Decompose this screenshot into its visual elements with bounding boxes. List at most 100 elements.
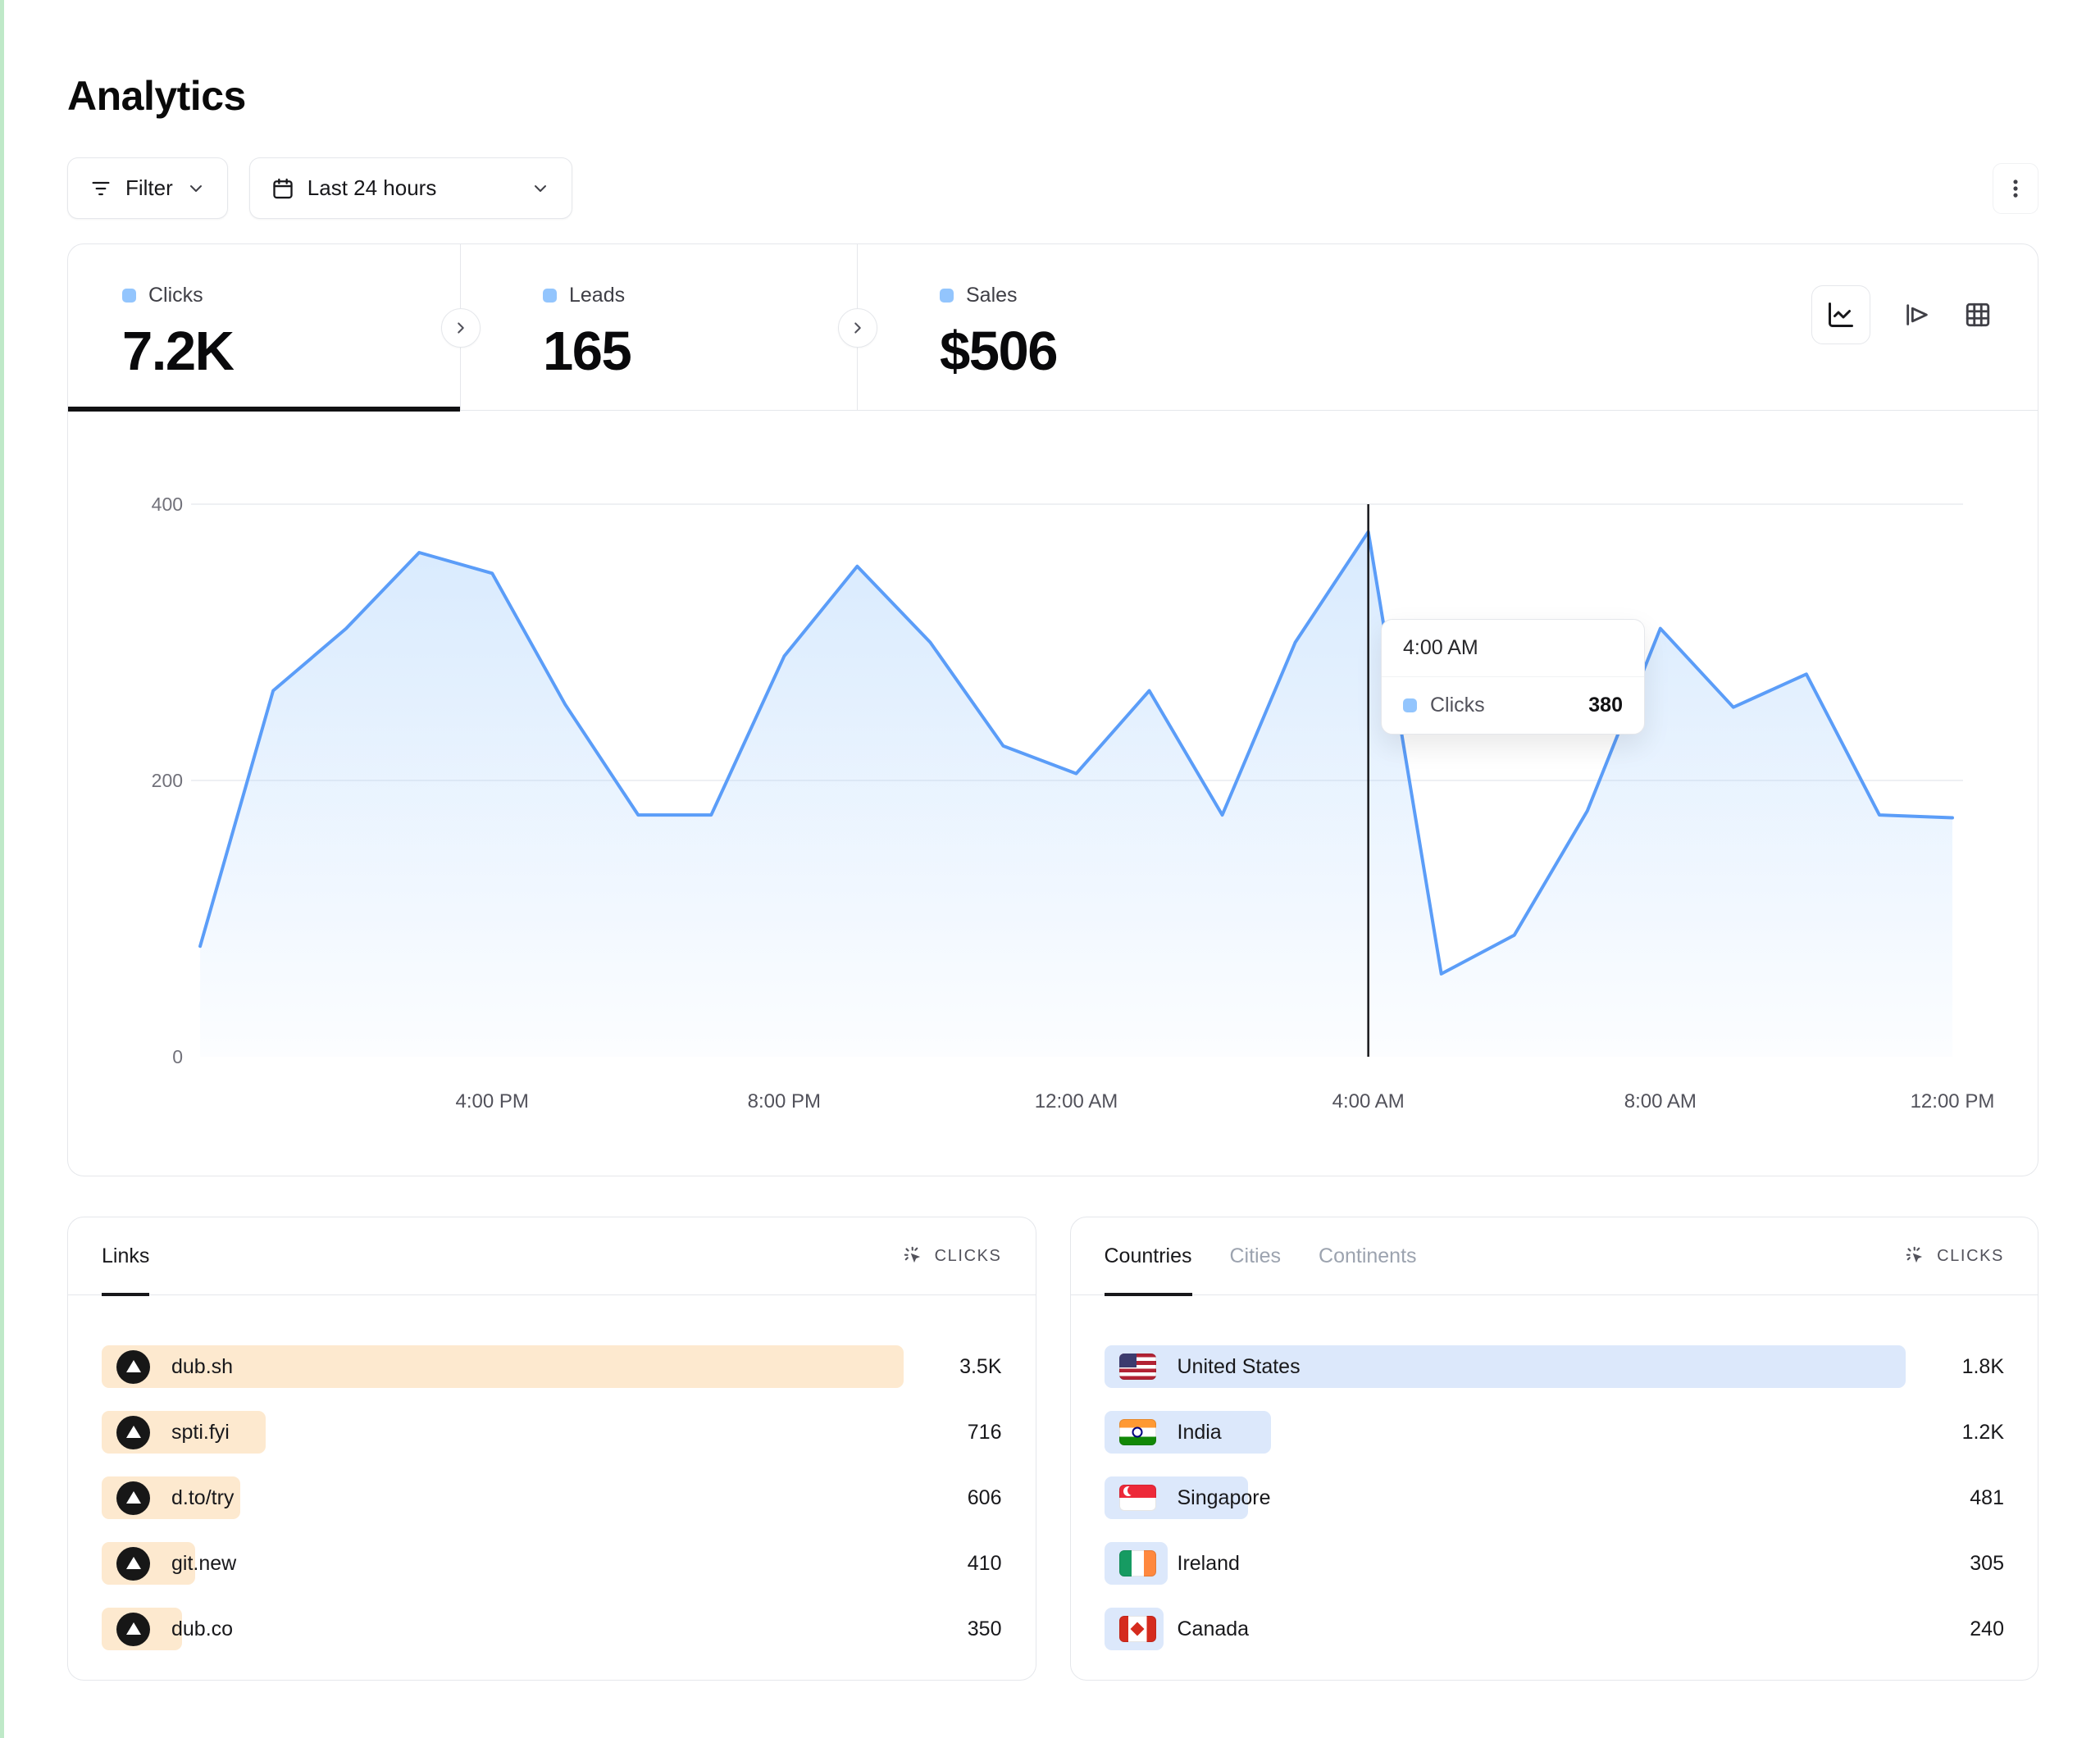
tab-leads[interactable]: Leads 165 [461, 244, 858, 410]
table-view-button[interactable] [1964, 301, 1992, 329]
link-label: git.new [171, 1551, 237, 1575]
dub-logo-icon [116, 1349, 150, 1384]
dub-logo-icon [116, 1481, 150, 1515]
area-chart-svg[interactable]: 0 200 400 4:00 PM 8:00 PM 12:00 AM 4:00 AM 8:00… [68, 411, 2038, 1172]
left-edge-accent [0, 0, 4, 1738]
leads-tab-value: 165 [543, 321, 632, 382]
chart-view-toggles [1811, 285, 1992, 344]
svg-text:400: 400 [152, 494, 183, 515]
tooltip-series-label: Clicks [1430, 694, 1485, 717]
funnel-view-button[interactable] [1903, 301, 1931, 329]
clicks-legend-swatch [122, 289, 136, 303]
leads-legend-swatch [543, 289, 557, 303]
countries-panel: Countries Cities Continents CLICKS United … [1069, 1217, 2039, 1681]
link-row[interactable]: d.to/try 606 [102, 1476, 1002, 1519]
country-clicks-value: 1.2K [1961, 1420, 2004, 1444]
more-options-button[interactable] [1993, 162, 2039, 214]
link-label: dub.co [171, 1617, 234, 1640]
sales-tab-label: Sales [966, 284, 1018, 307]
dub-logo-icon [116, 1612, 150, 1646]
country-bar [1104, 1345, 1906, 1388]
country-clicks-value: 240 [1970, 1617, 2004, 1640]
country-row[interactable]: Canada 240 [1104, 1608, 2004, 1650]
filter-button[interactable]: Filter [67, 157, 228, 219]
country-row[interactable]: Singapore 481 [1104, 1476, 2004, 1519]
tab-continents[interactable]: Continents [1319, 1244, 1417, 1267]
dub-logo-icon [116, 1415, 150, 1449]
analytics-page: Analytics Filter Last 24 hours Clicks [0, 0, 2100, 1681]
countries-metric-label: CLICKS [1937, 1246, 2004, 1265]
analytics-card: Clicks 7.2K Leads 165 Sales $506 [67, 243, 2039, 1176]
tab-cities[interactable]: Cities [1229, 1244, 1282, 1267]
funnel-icon [1906, 304, 1928, 325]
date-range-button[interactable]: Last 24 hours [248, 157, 572, 219]
country-label: United States [1177, 1354, 1301, 1378]
bar-zone: United States [1104, 1345, 1906, 1388]
cursor-click-icon [1906, 1246, 1923, 1263]
tab-links[interactable]: Links [102, 1217, 150, 1296]
link-clicks-value: 606 [967, 1485, 1002, 1509]
calendar-icon [273, 178, 293, 198]
metric-chevron-button[interactable] [838, 308, 877, 348]
metric-chevron-button[interactable] [441, 308, 481, 348]
chevron-down-icon [189, 184, 202, 192]
chevron-right-icon [854, 322, 861, 334]
sg-flag-icon [1118, 1485, 1156, 1511]
country-label: Ireland [1177, 1551, 1240, 1575]
svg-text:0: 0 [172, 1046, 183, 1067]
clicks-tab-label: Clicks [148, 284, 203, 307]
countries-list: United States 1.8K India 1.2K Singapore 481 Ir… [1071, 1295, 2039, 1650]
breakdown-panels: Links CLICKS dub.sh 3.5K spti.fyi 716 d.to/t… [67, 1217, 2039, 1681]
svg-text:8:00 AM: 8:00 AM [1624, 1090, 1697, 1112]
tooltip-series-value: 380 [1588, 694, 1623, 717]
bar-zone: git.new [102, 1542, 904, 1585]
clicks-area-chart[interactable]: 0 200 400 4:00 PM 8:00 PM 12:00 AM 4:00 AM 8:00… [68, 411, 2038, 1172]
links-metric-header: CLICKS [903, 1245, 1002, 1267]
link-row[interactable]: spti.fyi 716 [102, 1411, 1002, 1454]
link-row[interactable]: dub.sh 3.5K [102, 1345, 1002, 1388]
bar-zone: d.to/try [102, 1476, 904, 1519]
link-clicks-value: 350 [967, 1617, 1002, 1640]
chart-line-icon [1829, 303, 1853, 327]
svg-text:200: 200 [152, 770, 183, 791]
link-row[interactable]: dub.co 350 [102, 1608, 1002, 1650]
bar-zone: spti.fyi [102, 1411, 904, 1454]
kebab-vertical-icon [2013, 179, 2018, 198]
leads-tab-label: Leads [569, 284, 626, 307]
grid-icon [1966, 303, 1990, 327]
us-flag-icon [1118, 1354, 1156, 1380]
tab-clicks[interactable]: Clicks 7.2K [68, 244, 461, 412]
sales-tab-value: $506 [940, 321, 1059, 382]
bar-zone: dub.co [102, 1608, 904, 1650]
country-row[interactable]: United States 1.8K [1104, 1345, 2004, 1388]
country-label: Canada [1177, 1617, 1250, 1640]
svg-text:4:00 PM: 4:00 PM [456, 1090, 529, 1112]
dub-logo-icon [116, 1546, 150, 1581]
link-label: spti.fyi [171, 1420, 230, 1444]
chevron-right-icon [458, 322, 464, 334]
country-label: Singapore [1177, 1485, 1271, 1509]
line-chart-view-button[interactable] [1811, 285, 1870, 344]
bar-zone: India [1104, 1411, 1906, 1454]
country-row[interactable]: Ireland 305 [1104, 1542, 2004, 1585]
tab-countries[interactable]: Countries [1104, 1217, 1192, 1296]
country-clicks-value: 305 [1970, 1551, 2004, 1575]
svg-text:12:00 AM: 12:00 AM [1035, 1090, 1118, 1112]
filter-button-label: Filter [125, 175, 173, 200]
svg-text:12:00 PM: 12:00 PM [1911, 1090, 1995, 1112]
link-label: dub.sh [171, 1354, 234, 1378]
ie-flag-icon [1118, 1550, 1156, 1576]
sales-legend-swatch [940, 289, 954, 303]
svg-text:8:00 PM: 8:00 PM [748, 1090, 821, 1112]
link-row[interactable]: git.new 410 [102, 1542, 1002, 1585]
links-metric-label: CLICKS [934, 1246, 1002, 1265]
country-clicks-value: 481 [1970, 1485, 2004, 1509]
country-row[interactable]: India 1.2K [1104, 1411, 2004, 1454]
chevron-down-icon [534, 184, 546, 192]
svg-text:4:00 AM: 4:00 AM [1332, 1090, 1405, 1112]
tab-sales[interactable]: Sales $506 [858, 244, 2038, 410]
links-list: dub.sh 3.5K spti.fyi 716 d.to/try 606 git.new 4… [68, 1295, 1036, 1650]
in-flag-icon [1118, 1419, 1156, 1445]
link-label: d.to/try [171, 1485, 235, 1509]
metric-tabs: Clicks 7.2K Leads 165 Sales $506 [68, 244, 2038, 412]
